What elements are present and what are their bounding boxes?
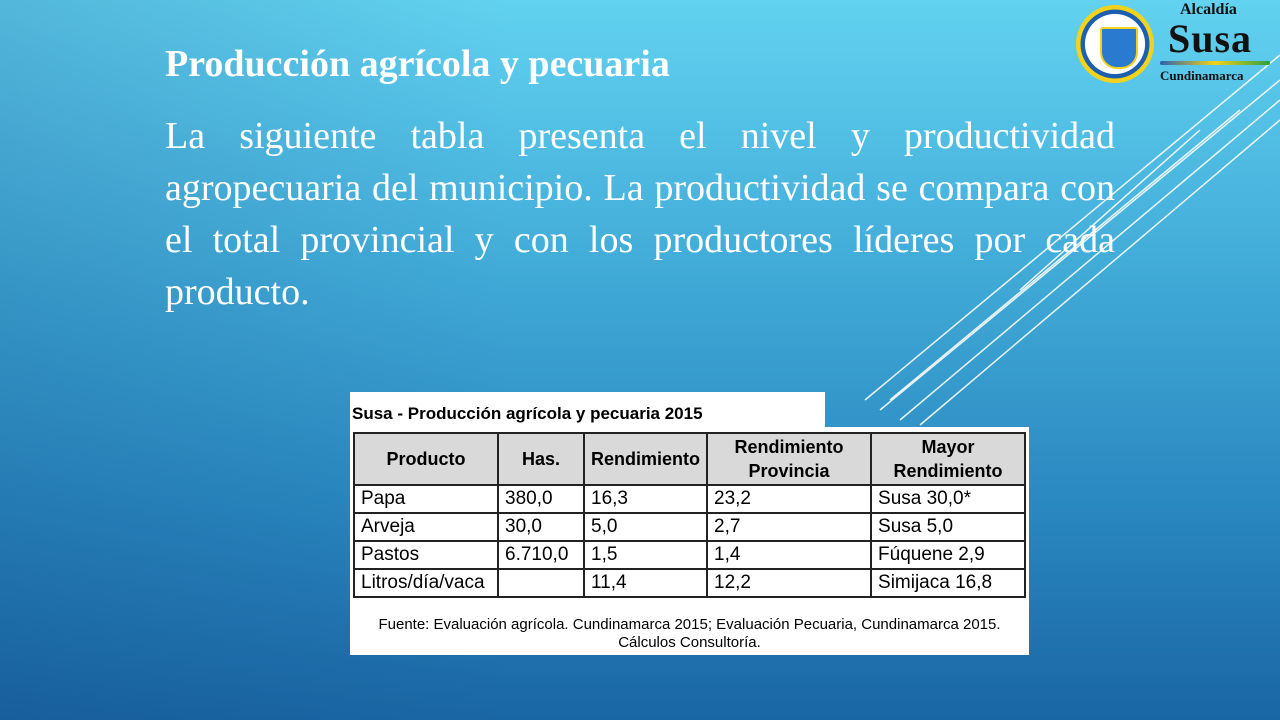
header-producto: Producto bbox=[353, 432, 499, 486]
table-title-background bbox=[350, 392, 825, 432]
logo-line3: Cundinamarca bbox=[1160, 68, 1244, 83]
cell: Fúquene 2,9 bbox=[870, 540, 1027, 570]
logo-swoosh bbox=[1160, 61, 1270, 65]
cell: 16,3 bbox=[582, 484, 709, 514]
header-rendimiento-provincia: Rendimiento Provincia bbox=[706, 432, 873, 486]
cell: 23,2 bbox=[706, 484, 873, 514]
cell: 1,5 bbox=[582, 540, 709, 570]
table-title: Susa - Producción agrícola y pecuaria 20… bbox=[352, 404, 703, 423]
cell: 380,0 bbox=[497, 484, 585, 514]
slide-paragraph: La siguiente tabla presenta el nivel y p… bbox=[165, 115, 1115, 313]
header-rendimiento: Rendimiento bbox=[582, 432, 709, 486]
cell: 12,2 bbox=[706, 568, 873, 598]
table-row: Pastos 6.710,0 1,5 1,4 Fúquene 2,9 bbox=[353, 540, 1027, 570]
cell: Arveja bbox=[353, 512, 499, 542]
cell: 1,4 bbox=[706, 540, 873, 570]
table-row: Litros/día/vaca 11,4 12,2 Simijaca 16,8 bbox=[353, 568, 1027, 598]
cell: 6.710,0 bbox=[497, 540, 585, 570]
cell bbox=[497, 568, 585, 598]
logo-line2: Susa bbox=[1168, 16, 1253, 61]
alcaldia-susa-logo: Alcaldía Susa Cundinamarca bbox=[1074, 2, 1274, 90]
shield-icon bbox=[1100, 27, 1138, 69]
cell: Pastos bbox=[353, 540, 499, 570]
table-source: Fuente: Evaluación agrícola. Cundinamarc… bbox=[378, 616, 1001, 651]
cell: Susa 30,0* bbox=[870, 484, 1027, 514]
cell: 30,0 bbox=[497, 512, 585, 542]
cell: Litros/día/vaca bbox=[353, 568, 499, 598]
cell: 5,0 bbox=[582, 512, 709, 542]
header-has: Has. bbox=[497, 432, 585, 486]
table-row: Papa 380,0 16,3 23,2 Susa 30,0* bbox=[353, 484, 1027, 514]
cell: Papa bbox=[353, 484, 499, 514]
cell: 11,4 bbox=[582, 568, 709, 598]
table-row: Arveja 30,0 5,0 2,7 Susa 5,0 bbox=[353, 512, 1027, 542]
cell: Susa 5,0 bbox=[870, 512, 1027, 542]
slide-title: Producción agrícola y pecuaria bbox=[165, 43, 670, 85]
seal-icon bbox=[1076, 5, 1154, 83]
table-header-row: Producto Has. Rendimiento Rendimiento Pr… bbox=[353, 432, 1027, 486]
header-mayor-rendimiento: Mayor Rendimiento bbox=[870, 432, 1027, 486]
production-table: Producto Has. Rendimiento Rendimiento Pr… bbox=[353, 432, 1027, 598]
logo-line1: Alcaldía bbox=[1180, 1, 1237, 18]
cell: 2,7 bbox=[706, 512, 873, 542]
cell: Simijaca 16,8 bbox=[870, 568, 1027, 598]
